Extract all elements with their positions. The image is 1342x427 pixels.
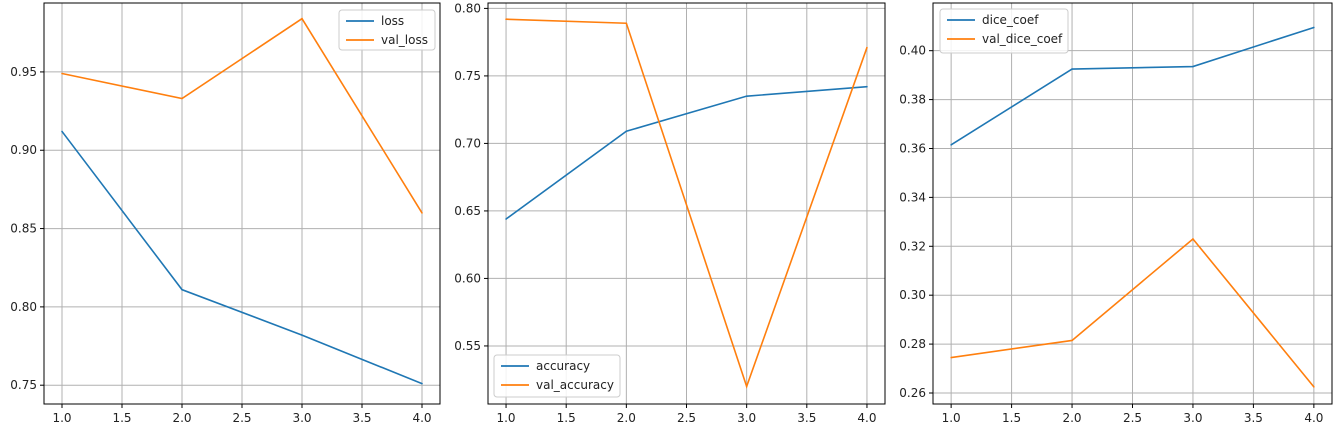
data-point-val_accuracy: [745, 385, 748, 388]
x-tick-label: 2.5: [1123, 411, 1142, 425]
series-line-val_dice_coef: [951, 237, 1315, 388]
legend: dice_coef val_dice_coef: [939, 8, 1069, 54]
data-point-val_dice_coef: [950, 356, 952, 359]
data-point-dice_coef: [1192, 65, 1194, 68]
y-tick-label: 0.95: [10, 65, 37, 79]
x-tick-label: 2.0: [617, 411, 636, 425]
x-tick-label: 3.0: [737, 411, 756, 425]
y-tick-label: 0.32: [899, 239, 926, 253]
axes-frame: [487, 2, 886, 405]
data-point-loss: [421, 382, 423, 385]
x-tick-label: 3.0: [1183, 411, 1202, 425]
chart-panel-2: 1.0 1.5 2.0 2.5 3.0 3.5 4.0 0.55 0.60 0.65 0.70 0.7…: [454, 1, 886, 425]
data-point-val_loss: [301, 17, 303, 20]
legend-label: accuracy: [536, 359, 590, 373]
axes-frame: [43, 2, 441, 405]
y-tick-label: 0.38: [899, 93, 926, 107]
chart-panel-1: 1.0 1.5 2.0 2.5 3.0 3.5 4.0 0.75 0.80 0.85 0.90 0.9…: [10, 2, 441, 425]
y-tick-label: 0.65: [454, 204, 481, 218]
x-tick-label: 1.0: [942, 411, 961, 425]
data-point-val_accuracy: [866, 46, 868, 49]
y-tick-label: 0.90: [10, 143, 37, 157]
data-point-accuracy: [505, 218, 507, 220]
x-tick-label: 4.0: [1304, 411, 1323, 425]
data-point-val_dice_coef: [1192, 238, 1194, 240]
y-tick-label: 0.80: [454, 1, 481, 15]
data-point-val_loss: [61, 72, 63, 75]
legend-label: val_accuracy: [536, 378, 614, 392]
data-point-dice_coef: [950, 144, 952, 146]
data-point-loss: [61, 130, 63, 133]
data-point-dice_coef: [1071, 68, 1073, 70]
data-point-loss: [301, 334, 303, 336]
y-tick-label: 0.26: [899, 386, 926, 400]
x-tick-label: 2.5: [677, 411, 696, 425]
data-point-dice_coef: [1313, 26, 1315, 29]
y-tick-label: 0.34: [899, 190, 926, 204]
data-point-val_accuracy: [625, 22, 628, 25]
y-tick-label: 0.30: [899, 288, 926, 302]
legend-label: loss: [381, 14, 404, 28]
y-tick-label: 0.60: [454, 271, 481, 285]
data-point-val_accuracy: [505, 18, 507, 21]
series-line-accuracy: [505, 85, 868, 220]
series-line-val_loss: [61, 17, 423, 214]
legend-label: val_loss: [381, 33, 428, 47]
x-tick-label: 3.5: [352, 411, 371, 425]
x-tick-label: 1.0: [496, 411, 515, 425]
x-tick-label: 1.0: [52, 411, 71, 425]
y-tick-label: 0.55: [454, 339, 481, 353]
y-tick-label: 0.75: [454, 69, 481, 83]
data-point-val_loss: [421, 212, 423, 214]
data-point-accuracy: [866, 85, 868, 88]
data-point-loss: [181, 288, 183, 291]
y-tick-label: 0.36: [899, 141, 926, 155]
x-tick-label: 4.0: [857, 411, 876, 425]
x-tick-label: 3.0: [292, 411, 311, 425]
data-point-val_loss: [181, 97, 183, 100]
data-point-val_dice_coef: [1071, 339, 1073, 342]
y-tick-label: 0.40: [899, 44, 926, 58]
y-tick-label: 0.85: [10, 222, 37, 236]
x-tick-label: 3.5: [797, 411, 816, 425]
x-tick-label: 1.5: [557, 411, 576, 425]
x-tick-label: 4.0: [412, 411, 431, 425]
legend: loss val_loss: [338, 9, 436, 51]
data-point-accuracy: [625, 130, 628, 133]
x-tick-label: 2.0: [1062, 411, 1081, 425]
chart-panel-3: 1.0 1.5 2.0 2.5 3.0 3.5 4.0 0.26 0.28 0.30 0.32 0.3…: [899, 2, 1333, 425]
x-tick-label: 1.5: [112, 411, 131, 425]
y-tick-label: 0.80: [10, 300, 37, 314]
x-tick-label: 2.5: [232, 411, 251, 425]
x-tick-label: 1.5: [1002, 411, 1021, 425]
y-tick-label: 0.28: [899, 337, 926, 351]
axes-frame: [932, 2, 1333, 405]
data-point-accuracy: [745, 95, 748, 97]
y-tick-label: 0.75: [10, 378, 37, 392]
legend: accuracy val_accuracy: [493, 354, 621, 398]
series-line-val_accuracy: [506, 18, 868, 389]
legend-label: val_dice_coef: [982, 32, 1063, 46]
legend-label: dice_coef: [982, 13, 1039, 27]
series-line-loss: [61, 130, 423, 385]
data-point-val_dice_coef: [1313, 386, 1315, 388]
series-line-dice_coef: [950, 26, 1315, 146]
x-tick-label: 2.0: [172, 411, 191, 425]
x-tick-label: 3.5: [1244, 411, 1263, 425]
y-tick-label: 0.70: [454, 136, 481, 150]
